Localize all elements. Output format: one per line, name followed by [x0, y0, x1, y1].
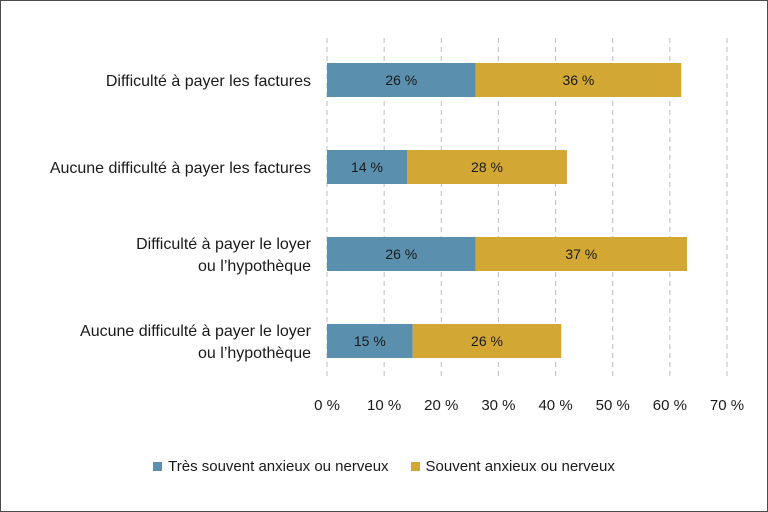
bar-segment: [412, 324, 562, 358]
x-tick-label: 70 %: [710, 397, 744, 414]
legend: Très souvent anxieux ou nerveux Souvent …: [0, 458, 768, 475]
bar-data-label: 26 %: [385, 72, 417, 88]
category-label: Difficulté à payer les factures: [106, 73, 311, 90]
legend-label-often: Souvent anxieux ou nerveux: [425, 458, 615, 475]
bar-data-label: 26 %: [471, 333, 503, 349]
bar-data-label: 28 %: [471, 159, 503, 175]
x-tick-label: 30 %: [481, 397, 515, 414]
legend-item-very-often: Très souvent anxieux ou nerveux: [153, 458, 389, 475]
category-label: Difficulté à payer le loyer: [136, 236, 312, 253]
bar-data-label: 14 %: [351, 159, 383, 175]
bar-segment: [407, 150, 567, 184]
bar-data-label: 26 %: [385, 246, 417, 262]
bar-segment: [475, 63, 682, 97]
bar-data-label: 15 %: [354, 333, 386, 349]
bar-segment: [327, 150, 407, 184]
category-label: ou l’hypothèque: [198, 258, 311, 275]
legend-item-often: Souvent anxieux ou nerveux: [410, 458, 615, 475]
category-label: Aucune difficulté à payer le loyer: [80, 323, 312, 340]
bar-segment: [327, 237, 476, 271]
x-tick-label: 50 %: [596, 397, 630, 414]
x-tick-label: 20 %: [424, 397, 458, 414]
category-label: Aucune difficulté à payer les factures: [50, 160, 311, 177]
bar-segment: [475, 237, 687, 271]
bar-segment: [327, 324, 413, 358]
bar-data-label: 36 %: [562, 72, 594, 88]
legend-swatch-often: [410, 462, 420, 471]
x-tick-label: 60 %: [653, 397, 687, 414]
legend-swatch-very-often: [153, 462, 163, 471]
x-tick-label: 0 %: [314, 397, 340, 414]
category-label: ou l’hypothèque: [198, 345, 311, 362]
bar-segment: [327, 63, 476, 97]
bar-data-label: 37 %: [565, 246, 597, 262]
x-tick-label: 10 %: [367, 397, 401, 414]
x-tick-label: 40 %: [538, 397, 572, 414]
legend-label-very-often: Très souvent anxieux ou nerveux: [168, 458, 389, 475]
